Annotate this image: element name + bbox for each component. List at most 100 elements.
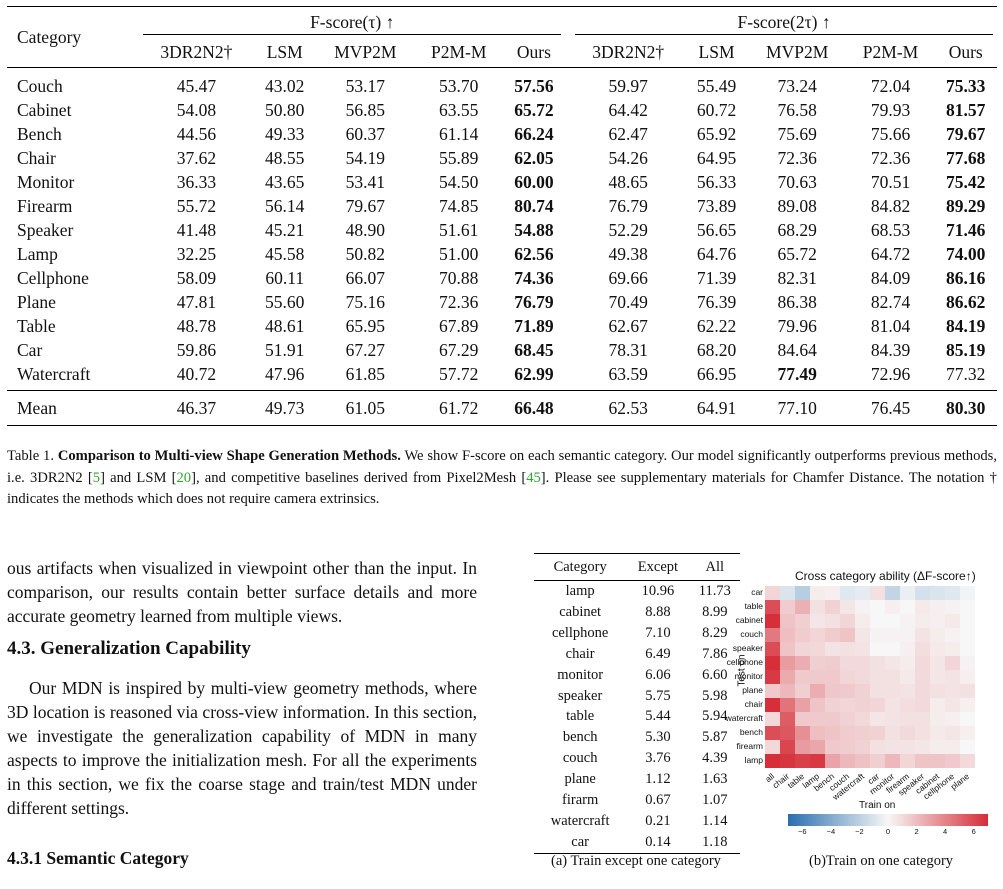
spacer	[565, 390, 572, 426]
colorbar-segment	[944, 814, 947, 826]
heatmap-cell	[930, 712, 946, 727]
score-cell: 50.80	[265, 100, 305, 120]
heatmap-cell	[855, 600, 871, 615]
row-category: Car	[17, 340, 43, 360]
score-cell: 75.69	[777, 124, 817, 144]
table-cell: 8.29	[702, 624, 728, 641]
table-cell: 5.87	[702, 729, 728, 746]
colorbar-segment	[792, 814, 795, 826]
heatmap-cell	[885, 712, 901, 727]
table-row: Cellphone 58.09 60.11 66.07 70.88 74.36 69.66 7…	[7, 266, 997, 290]
colorbar-segment	[888, 814, 891, 826]
colorbar-segment	[844, 814, 847, 826]
table-cell: speaker	[558, 687, 603, 704]
row-category: Table	[17, 316, 56, 336]
heatmap-cell	[900, 684, 916, 699]
heatmap-cell	[960, 726, 975, 741]
score-cell: 77.10	[747, 390, 847, 426]
group-header-spacer	[565, 6, 572, 37]
score-cell: 54.88	[514, 220, 554, 240]
score-cell: 62.53	[571, 390, 686, 426]
colorbar-segment	[860, 814, 863, 826]
table-cell: cellphone	[551, 624, 609, 641]
heatmap-cell	[885, 670, 901, 685]
heatmap-cell	[825, 754, 841, 768]
score-cell: 72.36	[777, 148, 817, 168]
colorbar-segment	[956, 814, 959, 826]
method-header: P2M-M	[414, 37, 503, 68]
heatmap-cell	[900, 740, 916, 755]
table-cell: 7.10	[645, 624, 671, 641]
group-header-label: F-score(τ) ↑	[143, 10, 562, 35]
heatmap-cell	[810, 712, 826, 727]
citation-link[interactable]: 20	[176, 469, 192, 486]
score-cell: 75.33	[946, 76, 986, 96]
score-cell: 70.63	[777, 172, 817, 192]
score-cell: 49.73	[253, 390, 316, 426]
heatmap-cell	[780, 600, 796, 615]
score-cell: 72.96	[846, 362, 935, 391]
heatmap-cell	[780, 670, 796, 685]
score-cell: 62.22	[696, 316, 737, 336]
heatmap-cell	[840, 670, 856, 685]
heatmap-cell	[855, 698, 871, 713]
colorbar-segment	[976, 814, 979, 826]
citation-link[interactable]: 5	[92, 469, 101, 486]
heatmap-y-label: chair	[744, 699, 763, 709]
table-row: Table 48.78 48.61 65.95 67.89 71.89 62.67 62.22…	[7, 314, 997, 338]
table-cell: 7.86	[702, 645, 728, 662]
heatmap-y-label: watercraft	[725, 713, 763, 723]
colorbar-segment	[960, 814, 963, 826]
heatmap-cell	[960, 614, 975, 629]
heatmap-cell	[810, 628, 826, 643]
score-cell: 62.56	[514, 244, 554, 264]
colorbar-segment	[938, 814, 941, 826]
score-cell: 56.33	[696, 172, 737, 192]
heatmap-cell	[795, 670, 811, 685]
heatmap-y-label: car	[751, 587, 763, 597]
heatmap-cell	[825, 712, 841, 727]
score-cell: 80.30	[934, 390, 997, 426]
table-cell: lamp	[565, 583, 595, 599]
heatmap-cell	[870, 586, 886, 601]
score-cell: 60.11	[265, 268, 305, 288]
score-cell: 47.81	[176, 292, 217, 312]
score-cell: 86.62	[946, 292, 986, 312]
colorbar-segment	[840, 814, 843, 826]
heatmap-cell	[765, 740, 781, 755]
heatmap-cell	[915, 656, 931, 671]
score-cell: 47.96	[253, 362, 316, 391]
table-cell: 3.76	[645, 750, 671, 767]
colorbar-segment	[790, 814, 793, 826]
heatmap-cell	[915, 628, 931, 643]
score-cell: 43.02	[265, 76, 305, 96]
heatmap-cell	[810, 642, 826, 657]
table-cell: couch	[562, 750, 598, 767]
method-header: MVP2M	[747, 37, 847, 68]
column-header-category: Category	[7, 6, 140, 68]
score-cell: 51.61	[439, 220, 479, 240]
score-cell: 79.93	[870, 100, 911, 120]
citation-link[interactable]: 45	[526, 469, 541, 486]
table-row-mean: Mean 46.37 49.73 61.05 61.72 66.48 62.53 64.91 7…	[7, 390, 997, 426]
heatmap-cell	[930, 670, 946, 685]
table-row: Chair 37.62 48.55 54.19 55.89 62.05 54.26 64.95…	[7, 146, 997, 170]
colorbar-segment	[820, 814, 823, 826]
heatmap-cell	[915, 586, 931, 601]
heatmap-cell	[930, 614, 946, 629]
heatmap-cell	[840, 740, 856, 755]
colorbar-segment	[914, 814, 917, 826]
colorbar-segment	[858, 814, 861, 826]
heatmap-cell	[915, 726, 931, 741]
score-cell: 68.45	[514, 340, 554, 360]
column-header: Category	[534, 553, 627, 581]
heatmap-cell	[780, 712, 796, 727]
colorbar-segment	[918, 814, 921, 826]
score-cell: 68.20	[696, 340, 737, 360]
score-cell: 68.29	[777, 220, 817, 240]
heatmap-cell	[840, 656, 856, 671]
colorbar-segment	[930, 814, 933, 826]
heatmap-cell	[855, 642, 871, 657]
score-cell: 75.16	[345, 292, 386, 312]
score-cell: 56.85	[345, 100, 386, 120]
